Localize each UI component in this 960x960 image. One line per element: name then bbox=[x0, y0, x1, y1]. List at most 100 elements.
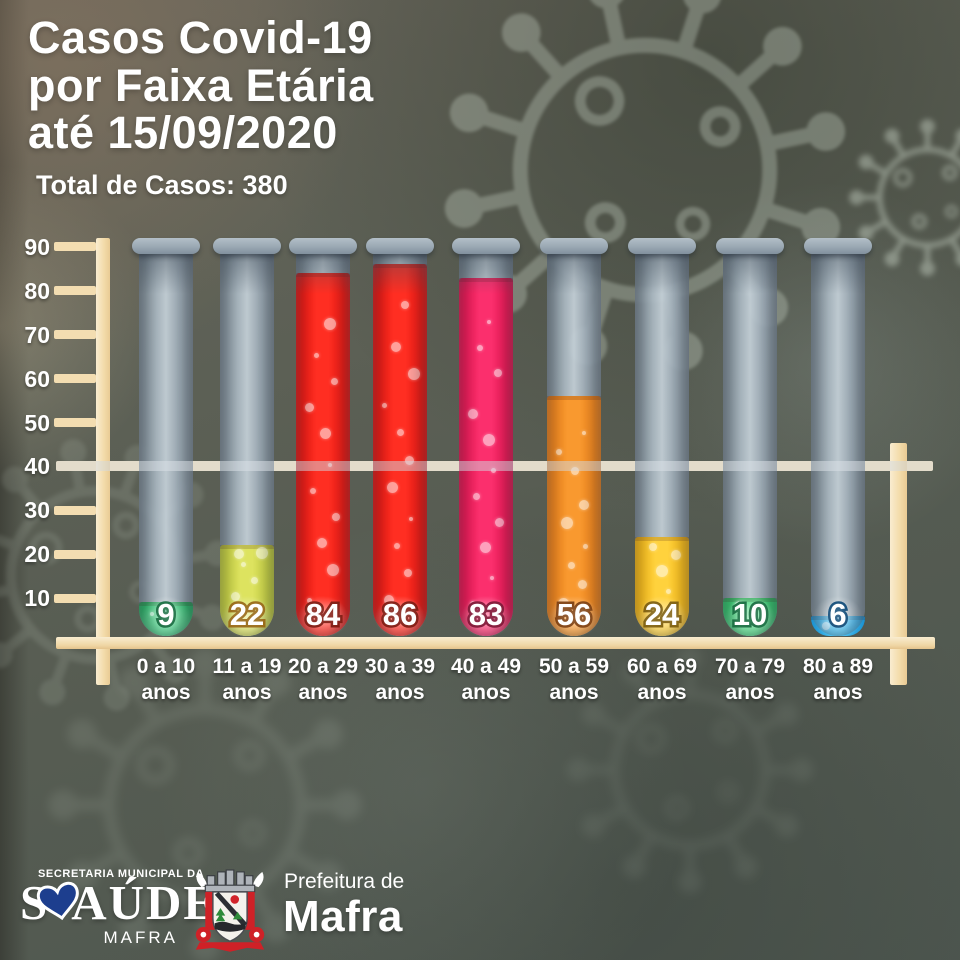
tube-value-label: 9 bbox=[155, 595, 177, 635]
liquid-glow bbox=[547, 594, 601, 640]
liquid-surface bbox=[296, 273, 350, 277]
bubble bbox=[582, 544, 588, 550]
bubble bbox=[479, 542, 491, 554]
test-tube: 84 bbox=[296, 252, 350, 640]
test-tube: 24 bbox=[635, 252, 689, 640]
bubble bbox=[579, 499, 590, 510]
tube-liquid bbox=[459, 278, 513, 640]
bubble bbox=[670, 550, 681, 560]
x-axis-category-label: 40 a 49 anos bbox=[431, 654, 541, 706]
bubble bbox=[405, 455, 415, 465]
test-tube: 9 bbox=[139, 252, 193, 640]
prefeitura-label: Prefeitura de bbox=[284, 870, 405, 893]
tube-value-label: 10 bbox=[730, 595, 769, 635]
bubble bbox=[494, 517, 504, 527]
liquid-surface bbox=[547, 396, 601, 400]
bubble bbox=[581, 430, 586, 435]
test-tube-cap bbox=[132, 238, 200, 254]
test-tube-cap bbox=[289, 238, 357, 254]
test-tube: 22 bbox=[220, 252, 274, 640]
liquid-glow bbox=[459, 594, 513, 640]
test-tube-cap bbox=[716, 238, 784, 254]
x-axis-category-label: 80 a 89 anos bbox=[783, 654, 893, 706]
age-range: 30 a 39 bbox=[364, 655, 436, 678]
bubble bbox=[493, 369, 502, 378]
tube-value-label: 6 bbox=[827, 595, 849, 635]
saude-city-label: MAFRA bbox=[103, 928, 178, 947]
liquid-glow bbox=[811, 594, 865, 640]
secretaria-label: SECRETARIA MUNICIPAL DA bbox=[38, 868, 205, 880]
liquid-surface bbox=[635, 537, 689, 541]
saude-letters-rest: AÚDE bbox=[71, 875, 219, 930]
bubble bbox=[490, 576, 495, 581]
test-tube-cap bbox=[804, 238, 872, 254]
bubble bbox=[655, 565, 668, 577]
bubble bbox=[401, 301, 410, 310]
total-cases-label: Total de Casos: 380 bbox=[36, 170, 288, 200]
age-range: 80 a 89 bbox=[802, 655, 874, 678]
liquid-surface bbox=[459, 278, 513, 282]
bubble bbox=[324, 318, 337, 331]
tube-value-label: 22 bbox=[227, 595, 266, 635]
test-tube: 6 bbox=[811, 252, 865, 640]
test-tube: 83 bbox=[459, 252, 513, 640]
tube-value-label: 56 bbox=[554, 595, 593, 635]
x-axis-category-label: 30 a 39 anos bbox=[345, 654, 455, 706]
tube-value-label: 83 bbox=[466, 595, 505, 635]
y-axis-tick-label: 90 bbox=[24, 233, 50, 260]
mafra-coat-of-arms-icon bbox=[195, 869, 265, 952]
age-range-unit: anos bbox=[813, 681, 863, 704]
liquid-glow bbox=[296, 594, 350, 640]
bubble bbox=[555, 448, 562, 455]
page-title: Casos Covid-19 por Faixa Etária até 15/0… bbox=[28, 14, 374, 157]
y-axis-tick bbox=[54, 242, 96, 252]
y-axis-tick bbox=[54, 286, 96, 296]
liquid-glow bbox=[723, 594, 777, 640]
reference-line-40-overlay bbox=[56, 461, 933, 471]
test-tube: 10 bbox=[723, 252, 777, 640]
bubble bbox=[316, 538, 327, 549]
bubble bbox=[319, 428, 331, 440]
test-tube-cap bbox=[452, 238, 520, 254]
liquid-glow bbox=[635, 594, 689, 640]
bubble bbox=[304, 403, 314, 413]
bubble bbox=[467, 409, 478, 420]
test-tube-cap bbox=[540, 238, 608, 254]
y-axis-tick-label: 70 bbox=[24, 321, 50, 348]
bubble bbox=[240, 562, 246, 567]
tube-liquid bbox=[373, 264, 427, 640]
y-axis-tick-label: 60 bbox=[24, 365, 50, 392]
test-tube: 56 bbox=[547, 252, 601, 640]
saude-wordmark: S AÚDE bbox=[20, 878, 218, 927]
bubble bbox=[310, 487, 317, 494]
bubble bbox=[476, 344, 483, 351]
bubble bbox=[408, 516, 413, 521]
age-range-unit: anos bbox=[375, 681, 425, 704]
test-tube-cap bbox=[628, 238, 696, 254]
liquid-glow bbox=[373, 594, 427, 640]
bubble bbox=[396, 429, 404, 437]
age-range: 40 a 49 bbox=[450, 655, 522, 678]
y-axis-tick-label: 80 bbox=[24, 277, 50, 304]
bubble bbox=[251, 577, 259, 584]
tube-value-label: 24 bbox=[642, 595, 681, 635]
bubble bbox=[666, 589, 672, 594]
y-axis-tick bbox=[54, 330, 96, 340]
right-axis-line bbox=[890, 443, 907, 685]
bubble bbox=[473, 492, 481, 500]
bubble bbox=[393, 542, 400, 549]
tube-value-label: 84 bbox=[303, 595, 342, 635]
liquid-surface bbox=[373, 264, 427, 268]
title-line-1: Casos Covid-19 bbox=[28, 12, 373, 63]
tube-liquid bbox=[547, 396, 601, 640]
bubble bbox=[482, 434, 495, 447]
test-tube-cap bbox=[213, 238, 281, 254]
y-axis-tick bbox=[54, 374, 96, 384]
bubble bbox=[330, 377, 338, 385]
tube-liquid bbox=[296, 273, 350, 640]
heart-icon bbox=[37, 881, 80, 921]
tube-liquid bbox=[723, 594, 777, 640]
